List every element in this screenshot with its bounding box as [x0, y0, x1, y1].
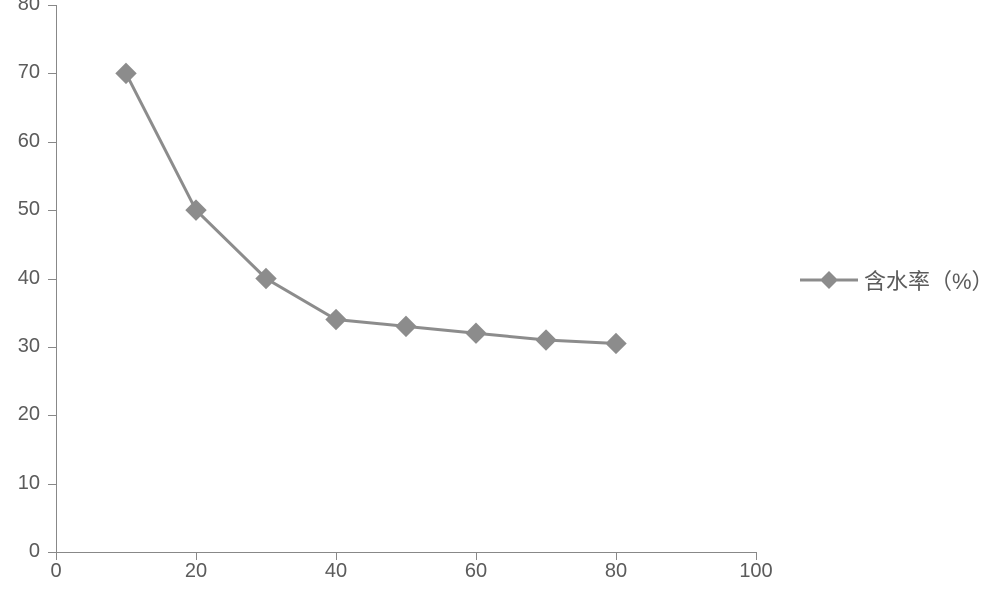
y-tick-mark — [48, 73, 56, 74]
series-marker — [326, 310, 346, 330]
y-tick-mark — [48, 210, 56, 211]
y-tick-label: 70 — [0, 61, 40, 84]
x-tick-mark — [756, 552, 757, 560]
y-tick-mark — [48, 552, 56, 553]
legend-label: 含水率（%） — [864, 264, 994, 296]
x-tick-mark — [196, 552, 197, 560]
series-marker — [466, 323, 486, 343]
x-axis-line — [56, 552, 756, 553]
x-tick-label: 80 — [586, 560, 646, 583]
chart-container: 含水率（%） 0 20 40 60 80 100 0 10 20 30 40 50 60 70 80 — [0, 0, 1000, 596]
y-tick-label: 30 — [0, 335, 40, 358]
chart-svg — [0, 0, 1000, 596]
x-tick-mark — [476, 552, 477, 560]
y-axis-line — [56, 5, 57, 552]
y-tick-label: 40 — [0, 267, 40, 290]
series-marker — [396, 316, 416, 336]
x-tick-mark — [616, 552, 617, 560]
legend: 含水率（%） — [800, 264, 994, 296]
y-tick-mark — [48, 5, 56, 6]
y-tick-mark — [48, 484, 56, 485]
x-tick-label: 60 — [446, 560, 506, 583]
y-tick-label: 80 — [0, 0, 40, 16]
series-marker — [536, 330, 556, 350]
y-tick-mark — [48, 142, 56, 143]
series-marker — [606, 333, 626, 353]
y-tick-label: 60 — [0, 130, 40, 153]
y-tick-mark — [48, 279, 56, 280]
x-tick-mark — [56, 552, 57, 560]
x-tick-label: 100 — [726, 560, 786, 583]
legend-swatch — [800, 268, 858, 292]
y-tick-label: 10 — [0, 472, 40, 495]
legend-marker-icon — [820, 271, 838, 289]
x-tick-label: 0 — [26, 560, 86, 583]
x-tick-label: 20 — [166, 560, 226, 583]
y-tick-label: 50 — [0, 198, 40, 221]
x-tick-label: 40 — [306, 560, 366, 583]
y-tick-label: 20 — [0, 403, 40, 426]
y-tick-mark — [48, 347, 56, 348]
series-marker — [116, 63, 136, 83]
y-tick-label: 0 — [0, 540, 40, 563]
y-tick-mark — [48, 415, 56, 416]
x-tick-mark — [336, 552, 337, 560]
